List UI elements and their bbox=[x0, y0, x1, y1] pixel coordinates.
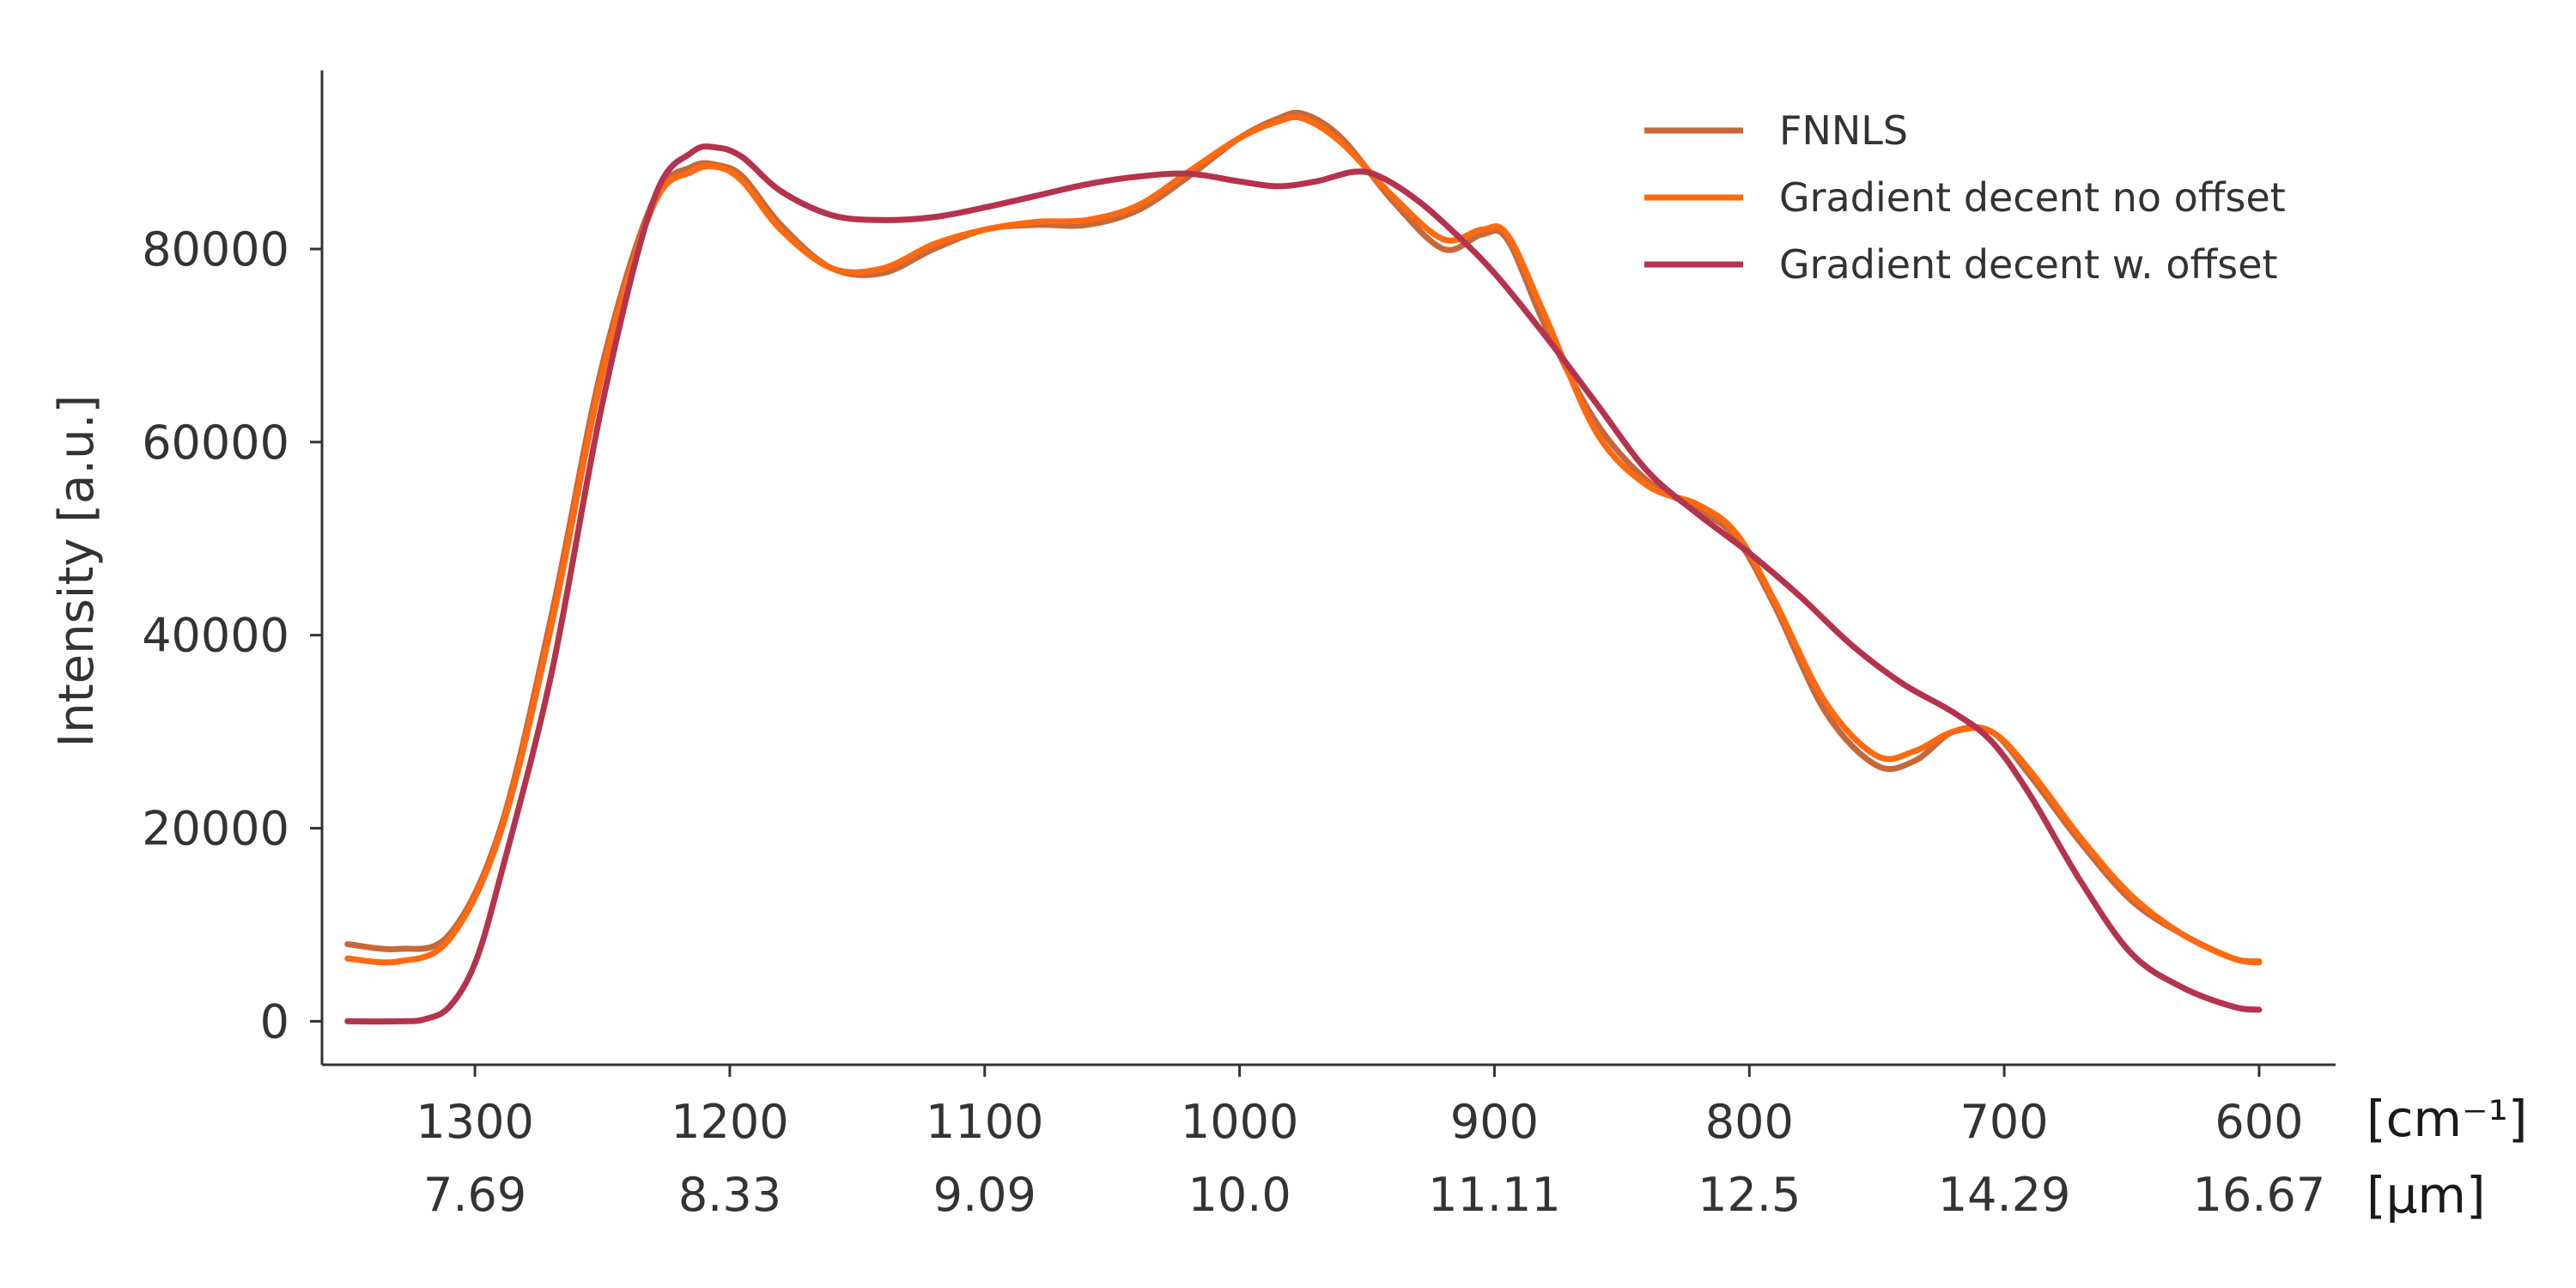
legend-label: Gradient decent no offset bbox=[1779, 174, 2286, 221]
x-tick-label: 1100 bbox=[926, 1095, 1043, 1149]
series-layer bbox=[344, 109, 2263, 1025]
x-tick-label: 600 bbox=[2215, 1095, 2303, 1149]
y-axis-ticks: 0 20000 40000 60000 80000 bbox=[142, 222, 322, 1048]
x-unit-secondary: [μm] bbox=[2366, 1166, 2486, 1224]
x-secondary-tick-label: 10.0 bbox=[1188, 1168, 1291, 1222]
series-line-3 bbox=[344, 143, 2263, 1025]
x-secondary-tick-label: 14.29 bbox=[1938, 1168, 2071, 1222]
y-tick-label: 40000 bbox=[142, 609, 289, 663]
x-tick-label: 1200 bbox=[671, 1095, 788, 1149]
x-tick-label: 1300 bbox=[416, 1095, 533, 1149]
x-tick-label: 800 bbox=[1705, 1095, 1794, 1149]
y-tick-label: 20000 bbox=[142, 802, 289, 856]
y-tick-label: 0 bbox=[260, 994, 289, 1048]
x-unit-primary: [cm⁻¹] bbox=[2366, 1090, 2528, 1148]
y-tick-label: 60000 bbox=[142, 416, 289, 470]
x-secondary-tick-label: 11.11 bbox=[1428, 1168, 1561, 1222]
x-secondary-tick-label: 16.67 bbox=[2193, 1168, 2326, 1222]
x-tick-label: 1000 bbox=[1181, 1095, 1298, 1149]
legend-label: Gradient decent w. offset bbox=[1779, 241, 2278, 288]
x-secondary-tick-label: 8.33 bbox=[678, 1168, 781, 1222]
y-tick-label: 80000 bbox=[142, 222, 289, 276]
x-axis-ticks: 1300 7.69 1200 8.33 1100 9.09 1000 10.0 900 11.11… bbox=[416, 1065, 2325, 1222]
y-axis-title: Intensity [a.u.] bbox=[49, 395, 105, 748]
x-tick-label: 700 bbox=[1960, 1095, 2049, 1149]
legend-label: FNNLS bbox=[1779, 107, 1908, 154]
x-tick-label: 900 bbox=[1450, 1095, 1539, 1149]
x-secondary-tick-label: 12.5 bbox=[1698, 1168, 1801, 1222]
x-secondary-tick-label: 7.69 bbox=[423, 1168, 526, 1222]
series-line-1 bbox=[344, 109, 2263, 965]
legend: FNNLS Gradient decent no offset Gradient d… bbox=[1644, 107, 2286, 288]
x-secondary-tick-label: 9.09 bbox=[933, 1168, 1036, 1222]
